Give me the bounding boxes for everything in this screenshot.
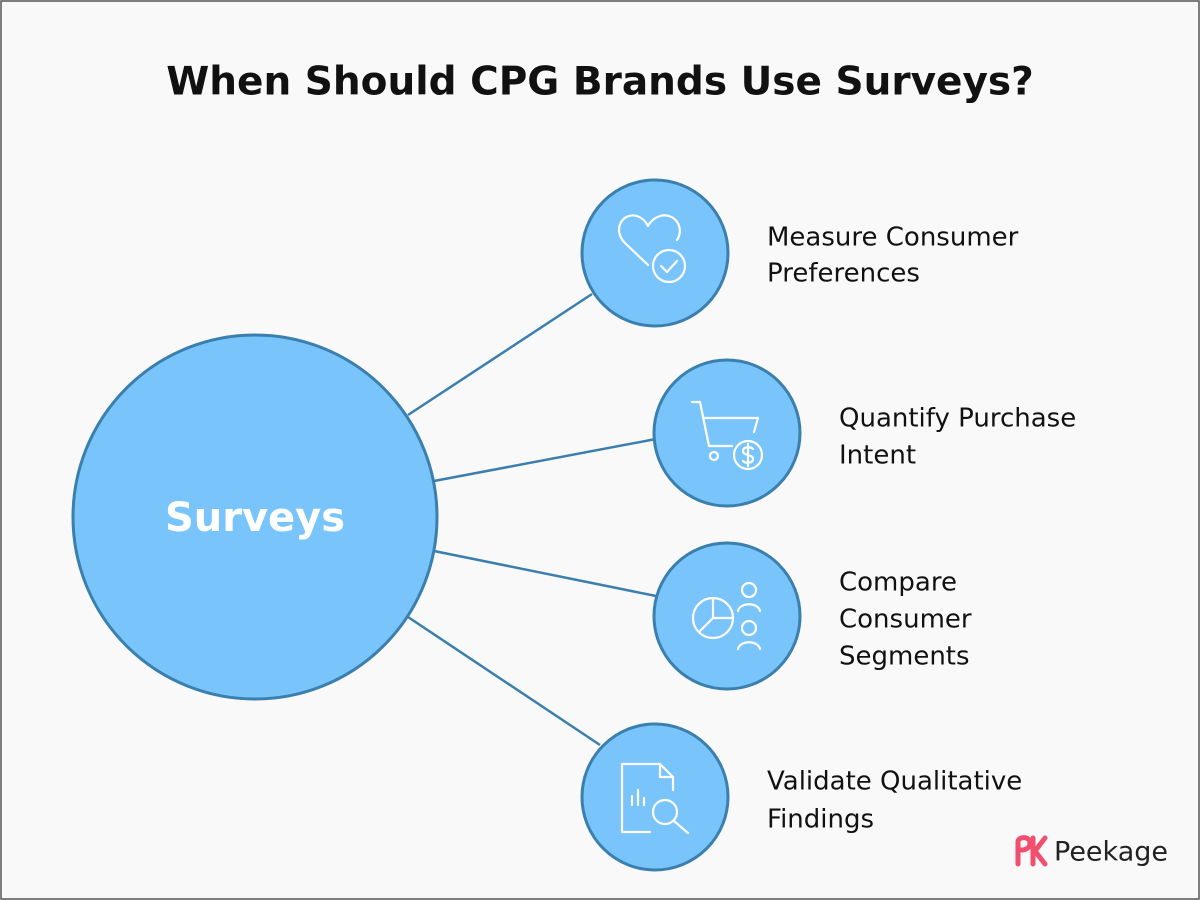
connectors [407,292,657,747]
node-label: Validate Qualitative [767,767,1022,797]
node-label: Intent [839,441,916,471]
node-label: Segments [839,642,970,672]
node-label: Findings [767,805,874,835]
center-label: Surveys [165,495,345,541]
node-label: Quantify Purchase [839,404,1076,434]
node-label: Compare [839,568,957,598]
title: When Should CPG Brands Use Surveys? [166,60,1034,105]
brand-logo [1015,835,1048,867]
center-circle [71,333,439,701]
node-circles [580,178,802,872]
icon-segments [691,581,762,651]
node-label: Measure Consumer [767,223,1019,253]
node-label: Consumer [839,605,972,635]
icon-report [620,762,690,835]
brand-name: Peekage [1054,837,1168,868]
icon-cart [690,400,764,471]
node-labels: Measure Consumer Preferences Quantify Pu… [767,223,1076,835]
icon-heart [618,214,687,284]
node-label: Preferences [767,259,920,289]
